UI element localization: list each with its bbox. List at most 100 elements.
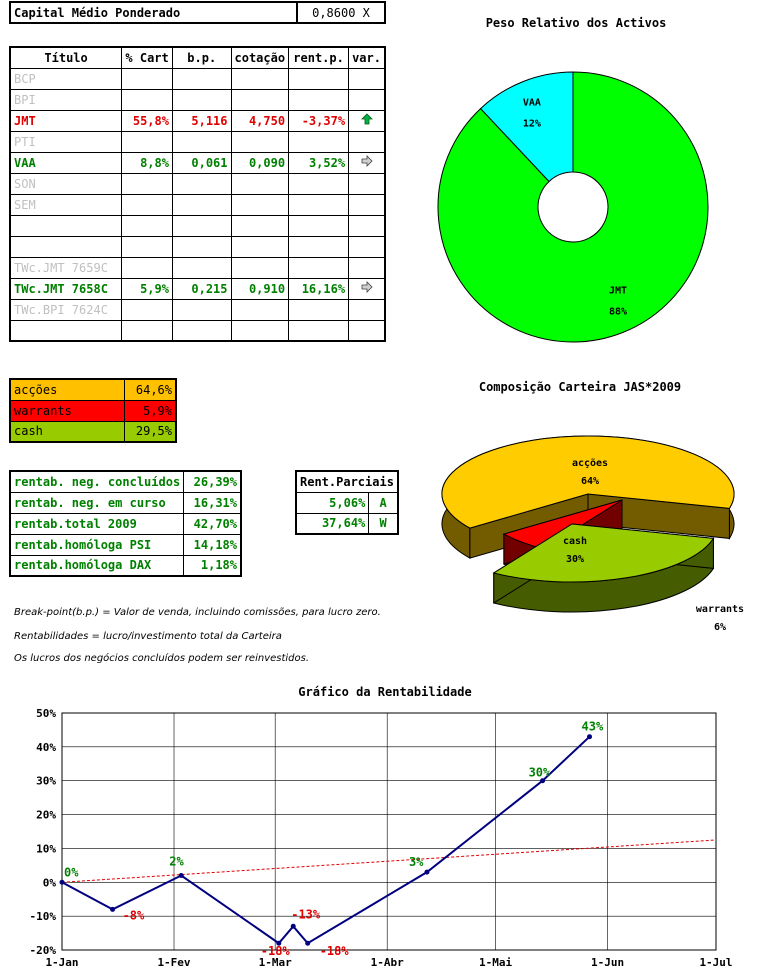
cell-titulo xyxy=(9,214,123,237)
col-header-titulo: Título xyxy=(9,46,123,69)
series-point xyxy=(276,940,282,946)
donut-pct: 88% xyxy=(609,306,627,317)
var-up-icon xyxy=(348,109,386,132)
table-row: TWc.JMT 7658C 5,9% 0,215 0,910 16,16% xyxy=(9,277,386,300)
cell-cot xyxy=(230,298,290,321)
cell-rent xyxy=(288,298,350,321)
cell-titulo xyxy=(9,235,123,258)
x-tick-label: 1-Mar xyxy=(259,956,292,969)
pie3d-label: warrants xyxy=(696,604,744,615)
y-tick-label: -10% xyxy=(30,910,57,923)
rentab-label: rentab.homóloga DAX xyxy=(9,554,185,577)
cell-rent xyxy=(288,130,350,153)
rentab-label: rentab. neg. em curso xyxy=(9,491,185,514)
rentab-label: rentab. neg. concluídos xyxy=(9,470,185,493)
table-row: VAA 8,8% 0,061 0,090 3,52% xyxy=(9,151,386,174)
cell-rent: 16,16% xyxy=(288,277,350,300)
x-tick-label: 1-Abr xyxy=(371,956,404,969)
line-chart-title: Gráfico da Rentabilidade xyxy=(298,685,471,699)
capital-label: Capital Médio Ponderado xyxy=(9,1,298,24)
cell-rent xyxy=(288,172,350,195)
series-point xyxy=(178,873,184,879)
y-tick-label: 0% xyxy=(43,876,57,889)
donut-label: JMT xyxy=(609,285,627,296)
cell-cot xyxy=(230,319,290,342)
data-label: 30% xyxy=(529,766,551,780)
cell-rent xyxy=(288,88,350,111)
var-right-icon xyxy=(348,277,386,300)
series-point xyxy=(540,778,546,784)
cell-var xyxy=(348,298,386,321)
rentab-table: rentab. neg. concluídos 26,39% rentab. neg… xyxy=(9,470,242,577)
cell-rent xyxy=(288,214,350,237)
composition-label: warrants xyxy=(9,399,125,422)
cell-rent: 3,52% xyxy=(288,151,350,174)
cell-bp xyxy=(171,235,232,258)
parcial-w-tag: W xyxy=(368,512,399,535)
cell-cart xyxy=(121,193,173,216)
cell-cart xyxy=(121,235,173,258)
table-row: PTI xyxy=(9,130,386,153)
cell-cot xyxy=(230,235,290,258)
cell-bp xyxy=(171,298,232,321)
table-row: BPI xyxy=(9,88,386,111)
table-row: BCP xyxy=(9,67,386,90)
pie3d-title: Composição Carteira JAS*2009 xyxy=(479,380,681,394)
composition-value: 5,9% xyxy=(123,399,177,422)
series-point xyxy=(290,923,296,929)
x-tick-label: 1-Mai xyxy=(479,956,512,969)
cell-rent xyxy=(288,193,350,216)
pie3d-pct: 64% xyxy=(581,476,599,487)
cell-bp xyxy=(171,67,232,90)
cell-cot xyxy=(230,256,290,279)
cell-titulo: TWc.JMT 7658C xyxy=(9,277,123,300)
cell-cart xyxy=(121,214,173,237)
col-header-var: var. xyxy=(348,46,386,69)
cell-cot: 0,910 xyxy=(230,277,290,300)
cell-cot: 4,750 xyxy=(230,109,290,132)
data-label: -18% xyxy=(320,944,350,958)
table-row: TWc.BPI 7624C xyxy=(9,298,386,321)
composition-table: acções 64,6% warrants 5,9% cash 29,5% xyxy=(9,378,177,443)
pie3d-label: acções xyxy=(572,458,608,469)
cell-bp xyxy=(171,172,232,195)
cell-bp xyxy=(171,88,232,111)
y-tick-label: 40% xyxy=(36,741,56,754)
cell-titulo xyxy=(9,319,123,342)
cell-bp: 5,116 xyxy=(171,109,232,132)
table-row: TWc.JMT 7659C xyxy=(9,256,386,279)
data-label: -18% xyxy=(261,944,291,958)
rentab-row: rentab. neg. concluídos 26,39% xyxy=(9,470,242,493)
x-tick-label: 1-Jun xyxy=(591,956,624,969)
trend-line xyxy=(61,839,717,883)
cell-cart: 8,8% xyxy=(121,151,173,174)
data-label: -8% xyxy=(123,908,145,922)
note-rentabilidades: Rentabilidades = lucro/investimento tota… xyxy=(14,631,282,642)
cell-var xyxy=(348,130,386,153)
donut-slice-jmt xyxy=(437,71,709,343)
table-row: JMT 55,8% 5,116 4,750 -3,37% xyxy=(9,109,386,132)
cell-cart: 55,8% xyxy=(121,109,173,132)
cell-titulo: BCP xyxy=(9,67,123,90)
parcial-a-tag: A xyxy=(368,491,399,514)
cell-cot xyxy=(230,172,290,195)
rentab-row: rentab.homóloga PSI 14,18% xyxy=(9,533,242,556)
cell-cot xyxy=(230,67,290,90)
rentab-row: rentab. neg. em curso 16,31% xyxy=(9,491,242,514)
rentab-row: rentab.homóloga DAX 1,18% xyxy=(9,554,242,577)
cell-rent xyxy=(288,235,350,258)
donut-pct: 12% xyxy=(523,118,541,129)
cell-titulo: TWc.BPI 7624C xyxy=(9,298,123,321)
pie3d-chart: Composição Carteira JAS*2009 acções 64% wa… xyxy=(441,380,744,633)
cell-rent xyxy=(288,319,350,342)
table-row: SEM xyxy=(9,193,386,216)
cell-var xyxy=(348,256,386,279)
cell-titulo: BPI xyxy=(9,88,123,111)
data-label: 3% xyxy=(409,855,424,869)
rentab-label: rentab.total 2009 xyxy=(9,512,185,535)
composition-row: warrants 5,9% xyxy=(9,399,177,422)
cell-cart xyxy=(121,88,173,111)
cell-cart xyxy=(121,256,173,279)
capital-value: 0,8600 X xyxy=(296,1,386,24)
cell-cart xyxy=(121,319,173,342)
